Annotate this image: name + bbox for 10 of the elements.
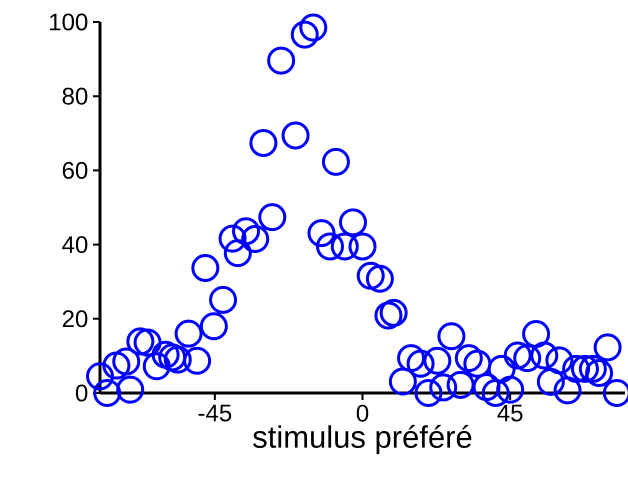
x-tick-label: 45 (497, 404, 522, 422)
y-tick-label: 80 (62, 88, 88, 105)
y-tick-label: 60 (62, 162, 88, 179)
x-tick-label: 0 (356, 404, 368, 422)
y-tick-label: 40 (62, 236, 88, 254)
y-tick-label: 100 (50, 13, 88, 30)
y-tick-label: 0 (76, 384, 88, 402)
y-tick-label: 20 (62, 310, 88, 328)
x-axis-title: stimulus préféré (253, 424, 472, 454)
x-tick-label: -45 (198, 404, 232, 422)
